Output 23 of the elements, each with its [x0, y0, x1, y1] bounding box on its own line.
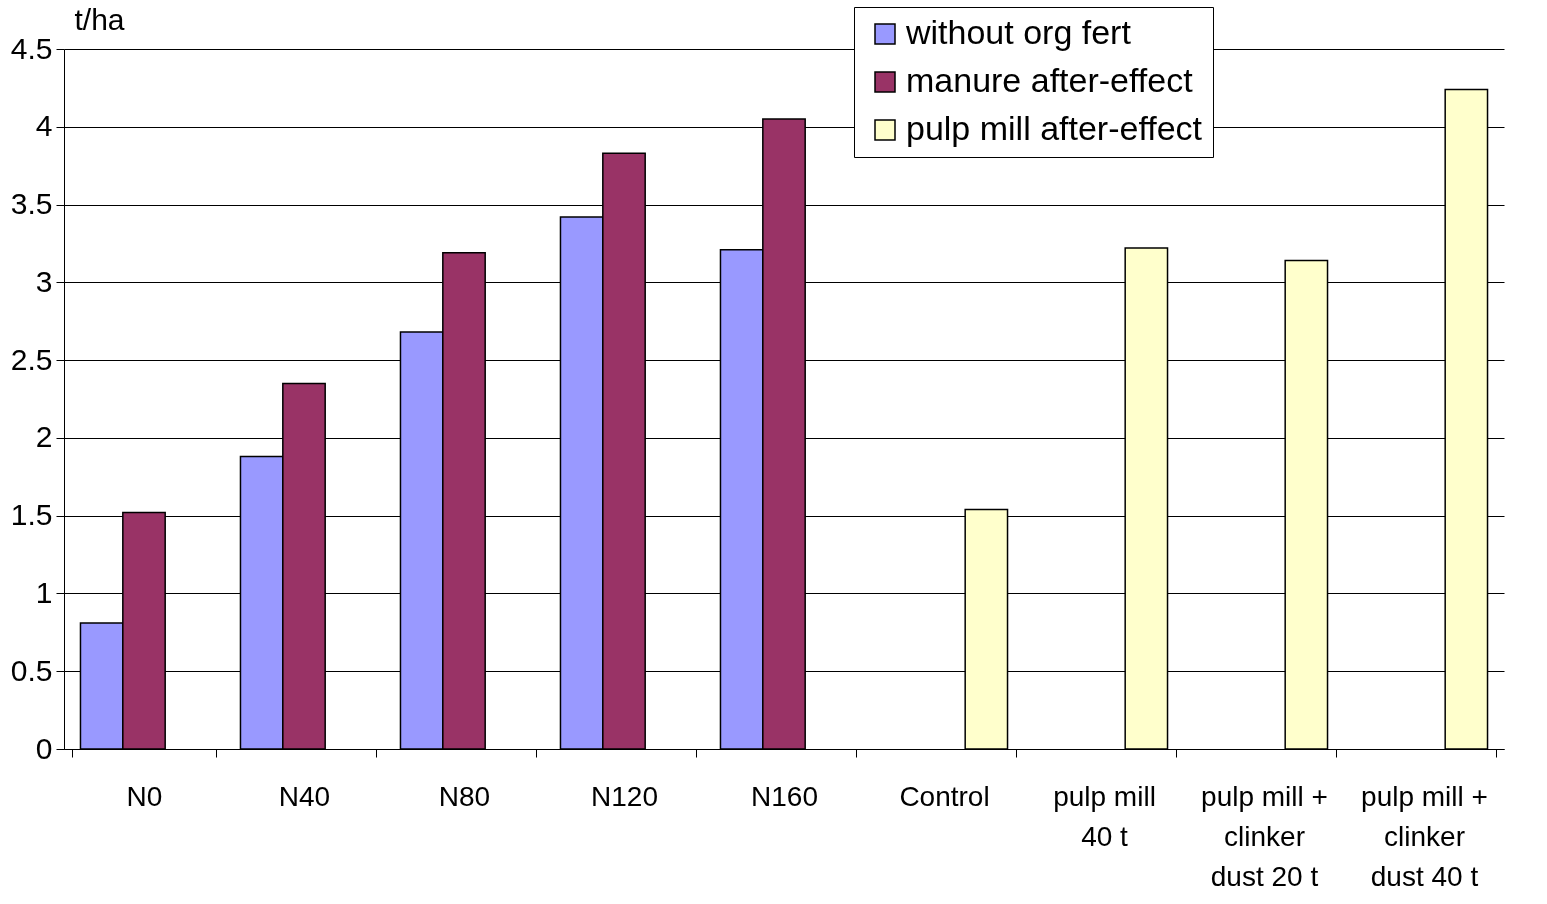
y-tick-label: 3	[35, 264, 53, 298]
y-tick-label: 1.5	[10, 498, 53, 532]
x-tick-label: pulp mill + clinker dust 20 t	[1201, 780, 1328, 892]
x-tick-label: N40	[278, 780, 331, 812]
y-axis-title: t/ha	[74, 2, 125, 36]
x-tick-label: pulp mill + clinker dust 40 t	[1361, 780, 1488, 892]
x-tick-label: N120	[591, 780, 658, 812]
y-tick-label: 4.5	[10, 31, 53, 65]
y-tick-label: 2.5	[10, 342, 53, 376]
legend-label: without org fert	[905, 13, 1132, 51]
legend-label: manure after-effect	[906, 61, 1194, 99]
x-tick-label: N0	[126, 780, 163, 812]
x-tick-label: N160	[751, 780, 818, 812]
x-tick-label: Control	[899, 780, 990, 812]
y-tick-label: 4	[35, 109, 53, 143]
legend-label: pulp mill after-effect	[906, 109, 1203, 147]
y-tick-label: 3.5	[10, 187, 53, 221]
y-tick-label: 0	[35, 731, 53, 765]
y-tick-label: 0.5	[10, 653, 53, 687]
x-tick-label: pulp mill 40 t	[1053, 780, 1156, 852]
y-tick-label: 1	[35, 575, 53, 609]
x-tick-label: N80	[438, 780, 491, 812]
y-tick-label: 2	[35, 420, 53, 454]
